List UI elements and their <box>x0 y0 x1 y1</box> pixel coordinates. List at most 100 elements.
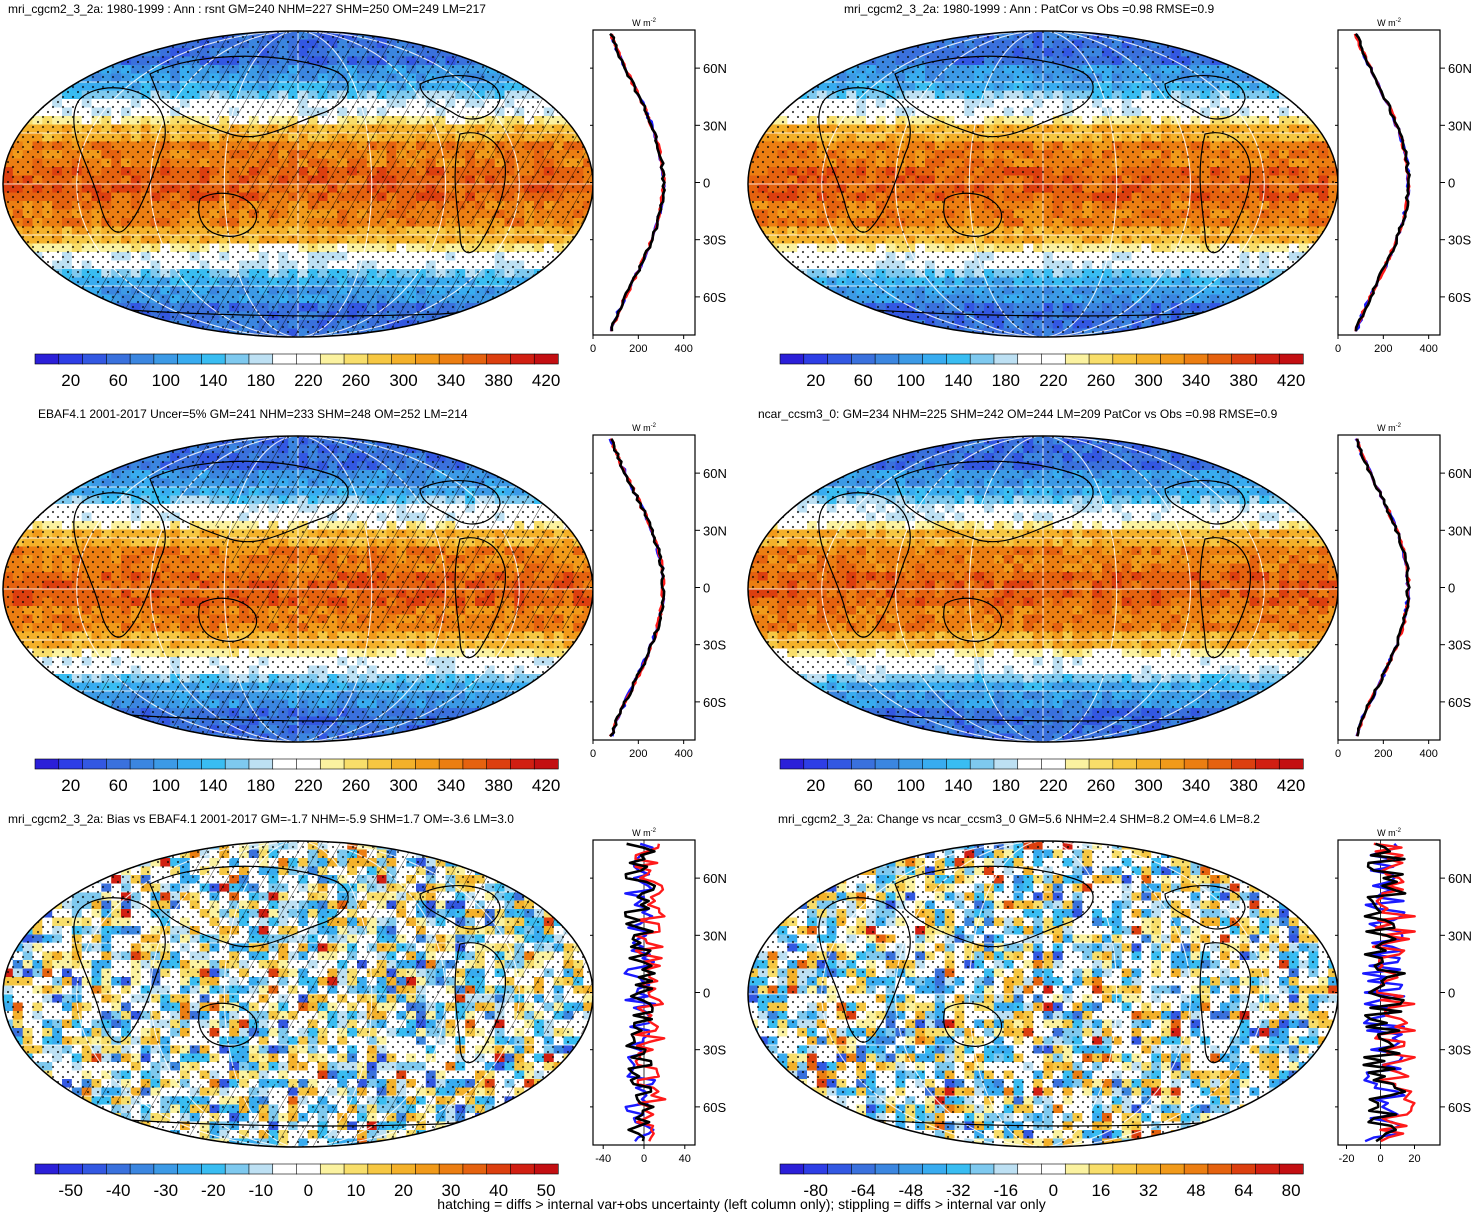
colorbar-swatch <box>1255 1163 1280 1175</box>
colorbar-label: -16 <box>994 1181 1019 1200</box>
colorbar-swatch <box>1278 353 1304 365</box>
colorbar-label: -32 <box>946 1181 971 1200</box>
colorbar-swatch <box>343 353 369 365</box>
colorbar-swatch <box>1207 353 1233 365</box>
profile-lat-label: 0 <box>703 581 710 596</box>
colorbar-label: 380 <box>1229 776 1257 795</box>
colorbar-swatch <box>898 1163 924 1175</box>
profile-lat-label: 60N <box>703 466 727 481</box>
profile-lat-label: 60S <box>703 290 726 305</box>
profile-lat-label: 60N <box>1448 466 1472 481</box>
colorbar-swatch <box>129 1163 155 1175</box>
profile-lat-label: 60N <box>1448 61 1472 76</box>
profile-line <box>609 438 666 738</box>
panel-figure: 20 60 100 140 180 220 260 300 340 380 420 W m-2 60N 3… <box>2 18 727 390</box>
colorbar-swatch <box>1112 353 1138 365</box>
colorbar-swatch <box>993 1163 1019 1175</box>
profile-lat-label: 30S <box>1448 233 1471 248</box>
colorbar-swatch <box>533 1163 559 1175</box>
profile-lat-label: 30N <box>1448 928 1472 943</box>
colorbar-swatch <box>851 353 876 365</box>
panel-6: mri_cgcm2_3_2a: Change vs ncar_ccsm3_0 G… <box>745 810 1483 1210</box>
colorbar-label: 140 <box>199 776 227 795</box>
colorbar-swatch <box>1136 353 1161 365</box>
panel-3: EBAF4.1 2001-2017 Uncer=5% GM=241 NHM=23… <box>0 405 740 805</box>
profile-lat-label: 0 <box>703 176 710 191</box>
profile-units: W m-2 <box>632 828 656 838</box>
colorbar-swatch <box>1231 353 1257 365</box>
colorbar-swatch <box>1064 758 1090 770</box>
colorbar-label: 80 <box>1282 1181 1301 1200</box>
colorbar-swatch <box>1017 353 1043 365</box>
colorbar-label: -40 <box>106 1181 131 1200</box>
colorbar-label: 420 <box>532 371 560 390</box>
profile-lat-label: 30S <box>703 1043 726 1058</box>
colorbar-label: 20 <box>61 371 80 390</box>
colorbar-swatch <box>129 353 155 365</box>
colorbar-swatch <box>272 353 298 365</box>
colorbar-swatch <box>153 758 179 770</box>
colorbar-swatch <box>1160 758 1185 770</box>
profile-x-label: 40 <box>679 1153 691 1165</box>
colorbar-label: 300 <box>1134 776 1162 795</box>
profile-units: W m-2 <box>632 423 656 433</box>
colorbar-label: -20 <box>201 1181 226 1200</box>
colorbar-swatch <box>827 758 852 770</box>
colorbar-swatch <box>922 1163 948 1175</box>
colorbar-swatch <box>248 758 274 770</box>
panel-title: mri_cgcm2_3_2a: Change vs ncar_ccsm3_0 G… <box>778 812 1260 826</box>
profile-line <box>633 843 667 1142</box>
colorbar-label: 0 <box>304 1181 313 1200</box>
profile-lat-label: 60S <box>1448 290 1471 305</box>
colorbar: 20 60 100 140 180 220 260 300 340 380 420 <box>779 758 1305 795</box>
panel-5: mri_cgcm2_3_2a: Bias vs EBAF4.1 2001-201… <box>0 810 740 1210</box>
zonal-profile: W m-2 60N 30N 0 30S 60S -40 0 40 <box>590 828 727 1165</box>
colorbar-label: 220 <box>1039 776 1067 795</box>
colorbar-swatch <box>993 353 1019 365</box>
panel-2: mri_cgcm2_3_2a: 1980-1999 : Ann : PatCor… <box>745 0 1483 400</box>
colorbar-swatch <box>486 353 512 365</box>
colorbar-swatch <box>533 758 559 770</box>
colorbar-swatch <box>946 353 971 365</box>
colorbar-label: 260 <box>342 371 370 390</box>
colorbar-label: 60 <box>854 776 873 795</box>
profile-units: W m-2 <box>632 18 656 28</box>
profile-lat-label: 60S <box>1448 695 1471 710</box>
colorbar-label: 20 <box>61 776 80 795</box>
profile-x-label: 200 <box>1374 343 1392 355</box>
colorbar-swatch <box>224 353 250 365</box>
zonal-profile: W m-2 60N 30N 0 30S 60S 0 200 400 <box>1335 423 1472 760</box>
colorbar-swatch <box>106 758 131 770</box>
zonal-profile: W m-2 60N 30N 0 30S 60S 0 200 400 <box>590 18 727 355</box>
colorbar-swatch <box>438 1163 464 1175</box>
profile-lat-label: 30S <box>1448 1043 1471 1058</box>
profile-lat-label: 30N <box>703 928 727 943</box>
colorbar-swatch <box>367 758 393 770</box>
profile-lat-label: 0 <box>1448 581 1455 596</box>
profile-x-label: 200 <box>629 343 647 355</box>
profile-units: W m-2 <box>1377 828 1401 838</box>
colorbar-label: 180 <box>992 776 1020 795</box>
profile-lat-label: 30N <box>703 523 727 538</box>
colorbar-swatch <box>1088 758 1114 770</box>
colorbar-swatch <box>319 758 345 770</box>
colorbar-swatch <box>1136 758 1161 770</box>
colorbar-swatch <box>1112 1163 1138 1175</box>
colorbar-swatch <box>296 1163 321 1175</box>
colorbar-swatch <box>201 353 226 365</box>
coastlines <box>804 460 1306 722</box>
colorbar-label: 340 <box>437 776 465 795</box>
colorbar-swatch <box>486 758 512 770</box>
colorbar-swatch <box>462 1163 488 1175</box>
profile-lat-label: 60N <box>1448 871 1472 886</box>
colorbar-swatch <box>827 1163 852 1175</box>
colorbar-swatch <box>58 758 84 770</box>
colorbar-label: -30 <box>154 1181 179 1200</box>
colorbar-swatch <box>106 353 131 365</box>
colorbar-swatch <box>851 758 876 770</box>
colorbar-label: 260 <box>1087 776 1115 795</box>
colorbar-swatch <box>415 758 440 770</box>
profile-x-label: 0 <box>590 748 596 760</box>
profile-x-label: 0 <box>1335 343 1341 355</box>
colorbar-label: 340 <box>437 371 465 390</box>
